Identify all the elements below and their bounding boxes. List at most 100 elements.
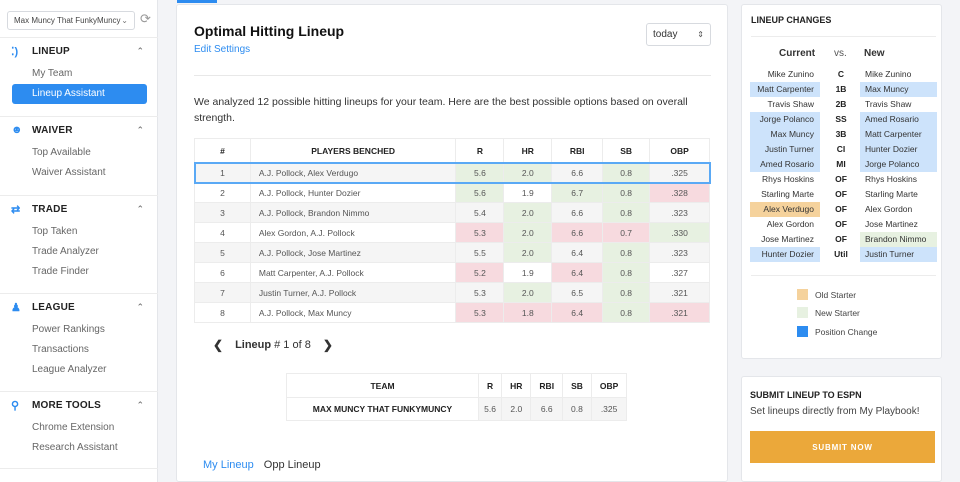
- current-player: Alex Gordon: [766, 219, 814, 229]
- cell-benched: A.J. Pollock, Max Muncy: [249, 302, 457, 323]
- cell-obp: .325: [649, 162, 710, 183]
- nav-header-more-tools[interactable]: ⚲ MORE TOOLS ⌃: [0, 392, 158, 418]
- cell-rbi: 6.4: [551, 242, 604, 263]
- sidebar-item-chrome-extension[interactable]: Chrome Extension: [32, 422, 115, 433]
- chevron-up-icon: ⌃: [136, 203, 144, 214]
- legend-label: New Starter: [815, 307, 860, 318]
- col-header-rbi: RBI: [551, 138, 604, 163]
- cell-hr: 1.9: [503, 262, 553, 283]
- chevron-up-icon: ⌃: [136, 301, 144, 312]
- date-select-value: today: [653, 29, 678, 40]
- chevron-up-icon: ⌃: [136, 45, 144, 56]
- edit-settings-link[interactable]: Edit Settings: [194, 44, 251, 55]
- date-select[interactable]: today ⇕: [646, 23, 711, 46]
- cell-benched: A.J. Pollock, Alex Verdugo: [249, 162, 457, 183]
- users-icon: ☻: [11, 124, 23, 136]
- new-player: Rhys Hoskins: [865, 174, 917, 184]
- cell-r: 5.2: [455, 262, 505, 283]
- cell-r: 5.5: [455, 242, 505, 263]
- legend-position-change: Position Change: [797, 326, 877, 337]
- cell-num: 4: [194, 222, 251, 243]
- current-player: Max Muncy: [750, 127, 820, 142]
- sidebar-item-trade-analyzer[interactable]: Trade Analyzer: [32, 246, 99, 257]
- new-player: Jose Martinez: [865, 219, 918, 229]
- divider: [751, 275, 936, 276]
- sidebar-item-league-analyzer[interactable]: League Analyzer: [32, 364, 107, 375]
- chevron-right-icon[interactable]: ❯: [322, 338, 333, 352]
- team-select[interactable]: Max Muncy That FunkyMuncy ⌄: [7, 11, 135, 30]
- cell-benched: Justin Turner, A.J. Pollock: [249, 282, 457, 303]
- sidebar-item-my-team[interactable]: My Team: [32, 68, 73, 79]
- sidebar-item-research-assistant[interactable]: Research Assistant: [32, 442, 118, 453]
- cell-hr: 2.0: [503, 222, 553, 243]
- sidebar-item-trade-finder[interactable]: Trade Finder: [32, 266, 89, 277]
- divider: [751, 36, 936, 37]
- change-row: Travis Shaw 2B Travis Shaw: [750, 97, 937, 112]
- cell-hr: 1.9: [503, 182, 553, 203]
- cell-obp: .321: [649, 302, 710, 323]
- position: C: [837, 69, 845, 79]
- position: 1B: [835, 84, 847, 94]
- cell-rbi: 6.6: [551, 222, 604, 243]
- change-row: Hunter Dozier Util Justin Turner: [750, 247, 937, 262]
- table-row[interactable]: 5 A.J. Pollock, Jose Martinez 5.5 2.0 6.…: [194, 242, 710, 263]
- team-select-value: Max Muncy That FunkyMuncy: [14, 16, 121, 25]
- change-row: Mike Zunino C Mike Zunino: [750, 67, 937, 82]
- table-row[interactable]: 6 Matt Carpenter, A.J. Pollock 5.2 1.9 6…: [194, 262, 710, 283]
- sidebar-item-top-taken[interactable]: Top Taken: [32, 226, 78, 237]
- cell-num: 5: [194, 242, 251, 263]
- table-row[interactable]: 2 A.J. Pollock, Hunter Dozier 5.6 1.9 6.…: [194, 182, 710, 203]
- current-player: Jose Martinez: [761, 234, 814, 244]
- nav-header-lineup[interactable]: ⁚) LINEUP ⌃: [0, 38, 158, 64]
- tab-opp-lineup[interactable]: Opp Lineup: [263, 459, 321, 471]
- position: SS: [835, 114, 847, 124]
- new-player: Justin Turner: [860, 247, 937, 262]
- nav-header-trade[interactable]: ⇄ TRADE ⌃: [0, 196, 158, 222]
- tab-my-lineup[interactable]: My Lineup: [203, 459, 254, 471]
- table-row[interactable]: 4 Alex Gordon, A.J. Pollock 5.3 2.0 6.6 …: [194, 222, 710, 243]
- change-row: Jorge Polanco SS Amed Rosario: [750, 112, 937, 127]
- position: CI: [836, 144, 846, 154]
- lineup-subtabs: My Lineup Opp Lineup: [203, 459, 331, 471]
- nav-header-waiver[interactable]: ☻ WAIVER ⌃: [0, 117, 158, 143]
- col-header-benched: PLAYERS BENCHED: [249, 138, 457, 163]
- refresh-icon[interactable]: ⟳: [140, 11, 151, 26]
- position: 3B: [835, 129, 847, 139]
- lineup-changes-card: LINEUP CHANGES Current vs. New Mike Zuni…: [741, 4, 942, 359]
- cell-hr: 2.0: [503, 242, 553, 263]
- cell-sb: 0.8: [602, 242, 651, 263]
- nav-header-league[interactable]: ♟ LEAGUE ⌃: [0, 294, 158, 320]
- cell-r: 5.6: [477, 397, 503, 421]
- cell-num: 1: [194, 162, 251, 183]
- sidebar-item-power-rankings[interactable]: Power Rankings: [32, 324, 105, 335]
- table-row[interactable]: 7 Justin Turner, A.J. Pollock 5.3 2.0 6.…: [194, 282, 710, 303]
- submit-now-button[interactable]: SUBMIT NOW: [750, 431, 935, 463]
- cell-sb: 0.8: [602, 282, 651, 303]
- change-row: Alex Gordon OF Jose Martinez: [750, 217, 937, 232]
- table-row[interactable]: 3 A.J. Pollock, Brandon Nimmo 5.4 2.0 6.…: [194, 202, 710, 223]
- chevron-up-icon: ⌃: [136, 124, 144, 135]
- new-player: Matt Carpenter: [860, 127, 937, 142]
- sidebar-item-waiver-assistant[interactable]: Waiver Assistant: [32, 167, 106, 178]
- select-arrows-icon: ⇕: [697, 30, 704, 39]
- current-player: Travis Shaw: [767, 99, 814, 109]
- chevron-left-icon[interactable]: ❮: [213, 338, 224, 352]
- sidebar-item-top-available[interactable]: Top Available: [32, 147, 91, 158]
- new-player: Max Muncy: [860, 82, 937, 97]
- cell-r: 5.3: [455, 282, 505, 303]
- table-row[interactable]: 8 A.J. Pollock, Max Muncy 5.3 1.8 6.4 0.…: [194, 302, 710, 323]
- cell-r: 5.3: [455, 302, 505, 323]
- current-player: Alex Verdugo: [750, 202, 820, 217]
- cell-r: 5.3: [455, 222, 505, 243]
- sidebar-item-transactions[interactable]: Transactions: [32, 344, 89, 355]
- new-player: Alex Gordon: [865, 204, 913, 214]
- table-row[interactable]: 1 A.J. Pollock, Alex Verdugo 5.6 2.0 6.6…: [193, 161, 711, 184]
- position: OF: [835, 174, 847, 184]
- nav-header-label: LEAGUE: [32, 301, 75, 313]
- current-player: Rhys Hoskins: [762, 174, 814, 184]
- lineups-table: # PLAYERS BENCHED R HR RBI SB OBP 1 A.J.…: [193, 138, 711, 323]
- change-row: Jose Martinez OF Brandon Nimmo: [750, 232, 937, 247]
- legend-label: Old Starter: [815, 289, 857, 300]
- sidebar-item-lineup-assistant[interactable]: Lineup Assistant: [12, 84, 147, 104]
- cell-num: 7: [194, 282, 251, 303]
